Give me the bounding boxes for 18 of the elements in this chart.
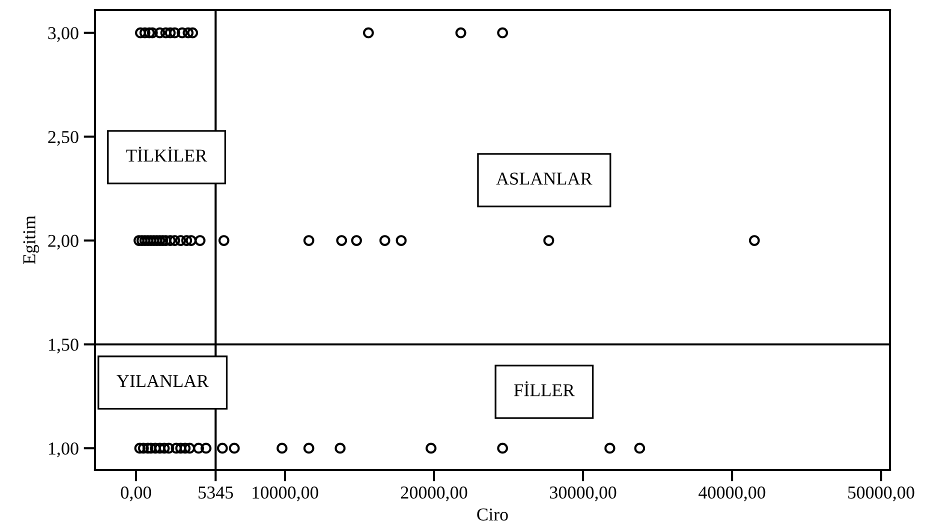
x-tick-label: 50000,00 [848,486,914,502]
annotation: FİLLER [514,381,575,396]
annotation: TİLKİLER [126,146,208,162]
y-tick-label: 1,50 [49,338,78,354]
x-axis-title: Ciro [477,508,508,521]
y-tick-label: 1,00 [49,442,78,458]
y-axis-title: Egitim [23,216,40,264]
y-tick-label: 2,50 [48,130,78,146]
x-tick-label: 40000,00 [698,486,766,502]
x-tick-label: 0,00 [120,486,152,502]
x-tick-label: 20000,00 [400,486,468,502]
y-tick-label: 3,00 [48,27,78,42]
annotation: YILANLAR [116,375,209,387]
x-tick-label: 10000,00 [252,486,318,502]
annotation: ASLANLAR [496,172,592,185]
y-tick-label: 2,00 [48,234,78,250]
x-tick-label: 30000,00 [550,486,616,502]
x-tick-label: 5345 [198,486,233,499]
